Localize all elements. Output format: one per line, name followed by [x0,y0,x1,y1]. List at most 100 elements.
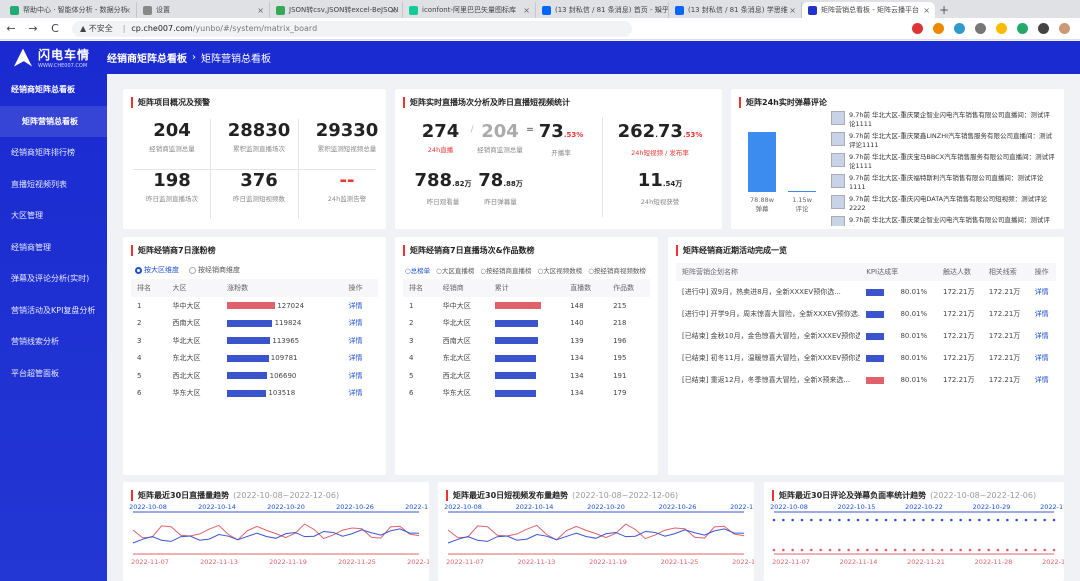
axis-tick-bottom: 2022-11-25 [338,558,376,566]
date-range: (2022-10-08~2022-12-06) [930,491,1037,500]
browser-tab[interactable]: 矩阵营销总看板 - 矩阵云播平台 × [802,2,935,18]
detail-link[interactable]: 详情 [1034,354,1049,362]
kpi-bar [866,310,885,318]
breadcrumb-parent[interactable]: 经销商矩阵总看板 [107,54,187,65]
detail-link[interactable]: 详情 [348,354,363,363]
browser-tab[interactable]: JSON转csv,JSON转excel-BeJSON × [270,2,403,18]
extension-icon[interactable] [1038,23,1049,34]
forward-button[interactable]: → [28,22,38,35]
reload-button[interactable]: C [51,22,59,35]
extension-icon[interactable] [912,23,923,34]
detail-link[interactable]: 详情 [1034,376,1049,384]
extension-icon[interactable] [975,23,986,34]
rank-tab[interactable]: ○大区视频数榜 [537,267,583,275]
axis-tick-bottom: 2022-11-19 [269,558,307,566]
sidebar-item[interactable]: 平台超管面板 [11,368,59,378]
comment-text: 9.7h前 华北大区-重庆福特斯利汽车销售有限公司直播间：测试评论1111 [849,174,1044,191]
detail-link[interactable]: 详情 [348,336,363,345]
radio-icon [189,266,196,274]
url-path: /yunbo/#/system/matrix_board [192,24,318,33]
extension-icon[interactable] [996,23,1007,34]
sidebar-item[interactable]: 弹幕及评论分析(实时) [11,274,90,284]
sidebar-item[interactable]: 矩阵营销总看板 [0,105,107,137]
bar-label: 1.15w [792,196,812,204]
rank-bar [227,302,276,310]
extensions-area [912,23,1080,34]
detail-link[interactable]: 详情 [348,389,363,398]
browser-tab[interactable]: 帮助中心 · 智能体分析 - 数据分析 × [4,2,137,18]
close-icon[interactable]: × [789,5,796,15]
sidebar-item[interactable]: 大区管理 [11,211,43,221]
stat-dealer-total: 204 经销商监测总量 [477,121,523,155]
dimension-radio[interactable]: 按大区维度 [135,265,179,275]
rank-bar [227,389,267,397]
sidebar-item[interactable]: 营销线索分析 [11,337,59,347]
sidebar-item[interactable]: 营销活动及KPI复盘分析 [11,305,96,315]
rank-tab[interactable]: ○按经销商直播榜 [480,267,532,275]
table-header: KPI达成率 [860,263,938,281]
detail-link[interactable]: 详情 [348,319,363,328]
detail-link[interactable]: 详情 [1034,288,1049,296]
browser-tab[interactable]: (13 封私信 / 81 条消息) 学思维 × [669,2,802,18]
table-row: 3 华北大区 113965 详情 [131,332,378,350]
tab-favicon-icon [143,5,152,15]
detail-link[interactable]: 详情 [348,371,363,380]
browser-tab[interactable]: 设置 × [137,2,270,18]
rank-tab[interactable]: ○大区直播榜 [436,267,475,275]
close-icon[interactable]: × [923,5,930,15]
tab-title: 矩阵营销总看板 - 矩阵云播平台 [821,6,919,14]
axis-tick-top: 2022-10-08 [770,503,808,511]
sidebar-item[interactable]: 经销商管理 [11,242,51,252]
detail-link[interactable]: 详情 [348,301,363,310]
comment-text: 9.7h前 华北大区-重庆聚企智业闪电汽车销售有限公司直播间：测试评论1111 [849,111,1050,128]
tab-title: (13 封私信 / 81 条消息) 首页 - 知乎 [555,6,669,14]
stat-yesterday-views: 788.82万 昨日观看量 [414,170,472,207]
table-header: 大区 [166,279,222,297]
browser-tab[interactable]: (13 封私信 / 81 条消息) 首页 - 知乎 × [536,2,669,18]
tab-title: iconfont-阿里巴巴矢量图标库 [422,6,516,14]
sidebar-item[interactable]: 直播短视频列表 [11,179,67,189]
kpi-bar [866,354,885,362]
live-rank-card: 矩阵经销商7日直播场次&作品数榜 ○总榜单 ○大区直播榜 ○按经销商直播榜 ○大区视频… [395,237,658,475]
avatar [831,111,845,125]
rank-tab[interactable]: ○总榜单 [405,267,431,275]
close-icon[interactable]: × [124,5,131,15]
table-row: 2 华北大区 140 218 [409,319,627,328]
detail-link[interactable]: 详情 [1034,332,1049,340]
close-icon[interactable]: × [656,5,663,15]
close-icon[interactable]: × [390,5,397,15]
browser-tab[interactable]: iconfont-阿里巴巴矢量图标库 × [403,2,536,18]
extension-icon[interactable] [954,23,965,34]
table-row: 6 华东大区 103518 详情 [131,385,378,403]
axis-tick-bottom: 2022-11-13 [518,558,556,566]
new-tab-button[interactable]: + [938,3,950,17]
extension-icon[interactable] [1017,23,1028,34]
axis-tick-bottom: 2022-12-01 [407,558,429,566]
sidebar-item[interactable]: 经销商矩阵排行榜 [11,148,75,158]
url-field[interactable]: ▲ 不安全 | cp.che007.com /yunbo/#/system/ma… [72,20,632,37]
avatar[interactable] [1059,23,1070,34]
table-header: 经销商 [436,279,489,297]
avatar [831,174,845,188]
axis-tick-top: 2022-10-15 [838,503,876,511]
sidebar-item[interactable]: 经销商矩阵总看板 [11,85,75,95]
rank-bar [494,372,537,380]
close-icon[interactable]: × [523,5,530,15]
page-header: 经销商矩阵总看板 › 矩阵营销总看板 [107,41,1080,74]
back-button[interactable]: ← [6,22,16,35]
table-row: 4 东北大区 134 195 [409,354,627,363]
breadcrumb-arrow: › [192,52,196,63]
stat-value: 29330 [315,120,379,141]
rank-bar [494,389,537,397]
axis-tick-top: 2022-10-26 [659,503,697,511]
overview-stat: 28830 累积监测直播场次 [220,121,298,154]
rank-tab[interactable]: ○按经销商视频数榜 [588,267,646,275]
close-icon[interactable]: × [257,5,264,15]
dimension-radio[interactable]: 按经销商维度 [189,265,240,275]
extension-icon[interactable] [933,23,944,34]
table-row: 3 西南大区 139 196 [409,336,627,345]
axis-tick-top: 2022-10-22 [905,503,943,511]
insecure-warning[interactable]: ▲ 不安全 [80,24,113,33]
detail-link[interactable]: 详情 [1034,310,1049,318]
table-row: [进行中] 开学9月，周末惊喜大冒险，全新XXXEV预你选... 80.01% 1… [676,303,1056,325]
